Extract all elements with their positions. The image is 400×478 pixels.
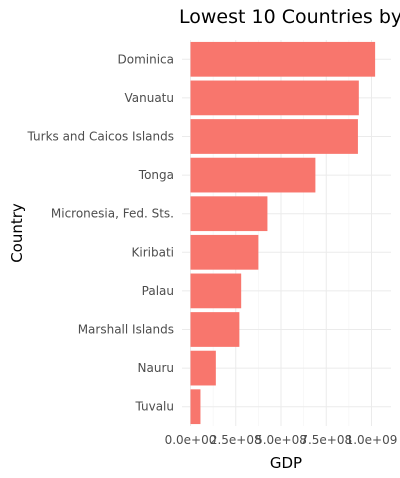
y-tick-label: Marshall Islands: [78, 323, 174, 337]
bar: [190, 119, 358, 154]
x-tick-labels: 0.0e+002.5e+085.0e+087.5e+081.0e+09: [165, 433, 398, 447]
bars: [190, 41, 376, 425]
x-tick-label: 2.5e+08: [210, 433, 262, 447]
chart-title: Lowest 10 Countries by GDP: [179, 6, 400, 28]
x-tick-label: 7.5e+08: [300, 433, 352, 447]
y-tick-label: Turks and Caicos Islands: [27, 130, 174, 144]
bar: [190, 196, 268, 232]
x-tick-label: 5.0e+08: [255, 433, 307, 447]
y-tick-labels: Dominica Vanuatu Turks and Caicos Islands T…: [27, 52, 174, 413]
x-tick-label: 0.0e+00: [165, 433, 217, 447]
y-tick-label: Palau: [142, 284, 174, 298]
bar: [190, 41, 376, 77]
bar: [190, 273, 242, 309]
bar: [190, 350, 216, 386]
y-axis-title: Country: [8, 203, 26, 263]
y-tick-label: Micronesia, Fed. Sts.: [51, 207, 174, 221]
x-axis-title: GDP: [270, 454, 302, 472]
y-tick-label: Kiribati: [132, 245, 174, 259]
y-tick-label: Vanuatu: [124, 91, 174, 105]
y-tick-label: Nauru: [138, 361, 174, 375]
y-tick-label: Tonga: [138, 168, 174, 182]
bar: [190, 389, 201, 425]
x-tick-label: 1.0e+09: [346, 433, 398, 447]
bar: [190, 312, 240, 347]
bar: [190, 157, 316, 193]
bar: [190, 234, 259, 270]
bar: [190, 80, 359, 116]
y-tick-label: Tuvalu: [134, 400, 174, 414]
y-tick-label: Dominica: [118, 52, 175, 66]
